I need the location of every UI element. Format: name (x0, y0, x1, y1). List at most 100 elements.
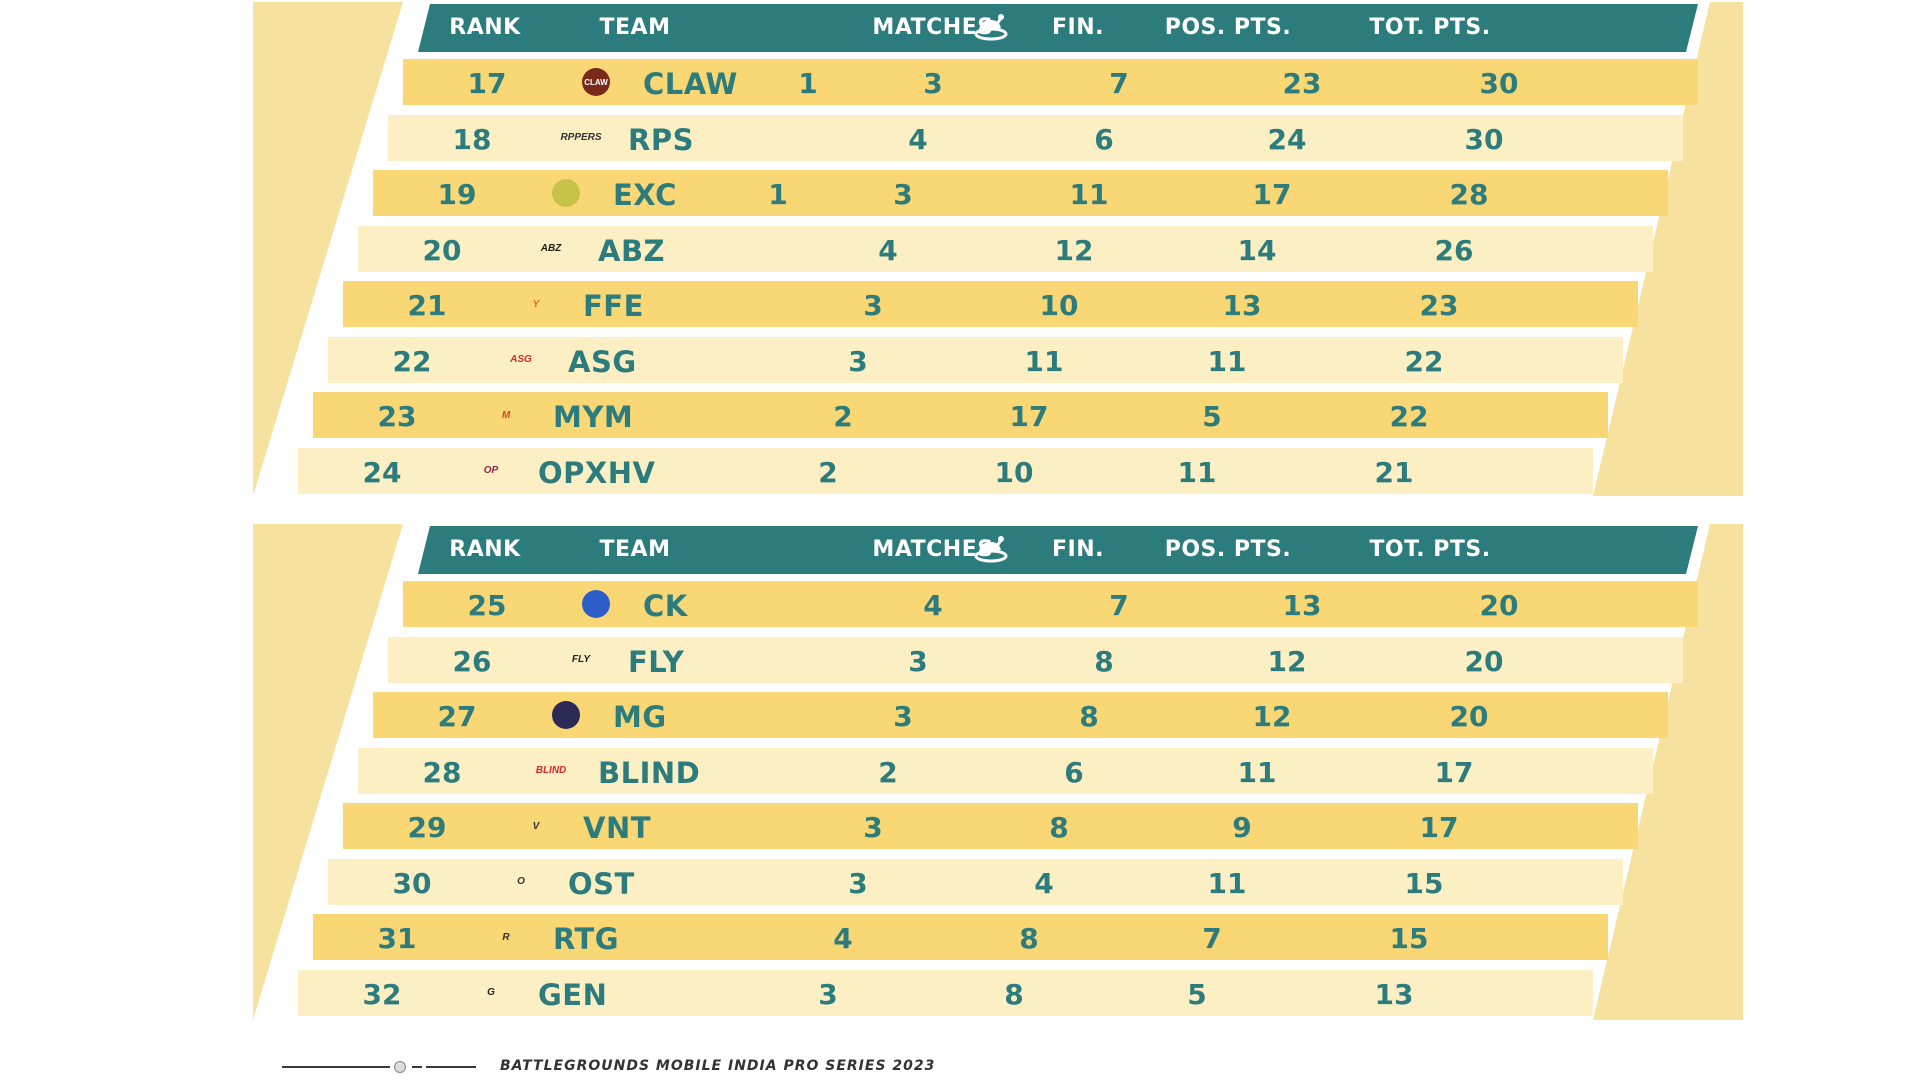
position-points-cell: 12 (1252, 700, 1292, 733)
finishes-cell: 8 (1049, 811, 1069, 844)
table-row: 23 M MYM 2 17 5 22 (313, 392, 1608, 438)
team-name-cell: OPXHV (538, 455, 656, 490)
matches-cell: 2 (878, 755, 898, 789)
table-row: 20 ABZ ABZ 4 12 14 26 (358, 225, 1653, 272)
finishes-cell: 8 (1079, 700, 1099, 733)
standings-panel-top: RANK TEAM MATCHES FIN. POS. PTS. TOT. PT… (253, 2, 1743, 496)
header-matches: MATCHES (872, 537, 994, 562)
matches-cell: 4 (833, 922, 853, 955)
team-logo-mark: O (517, 876, 525, 887)
team-logo-mark: FLY (571, 654, 591, 665)
total-points-cell: 13 (1374, 977, 1414, 1011)
position-points-cell: 24 (1267, 122, 1307, 156)
team-logo-mark: ABZ (540, 243, 562, 254)
team-name-cell: FFE (583, 289, 644, 323)
team-logo-mark: BLIND (535, 765, 567, 776)
header-team: TEAM (599, 537, 671, 562)
table-row: 22 ASG ASG 3 11 11 22 (328, 336, 1623, 383)
footer-dot-icon (394, 1061, 406, 1073)
team-logo-icon: ASG (507, 346, 535, 374)
position-points-cell: 9 (1232, 811, 1252, 844)
total-points-cell: 17 (1434, 755, 1474, 789)
total-points-cell: 22 (1389, 400, 1429, 433)
total-points-cell: 21 (1374, 455, 1414, 489)
matches-cell: 3 (893, 178, 913, 211)
table-row: 26 FLY FLY 3 8 12 20 (388, 636, 1683, 683)
team-logo-icon: BLIND (535, 757, 567, 785)
footer: BATTLEGROUNDS MOBILE INDIA PRO SERIES 20… (282, 1058, 1082, 1078)
total-points-cell: 20 (1464, 644, 1504, 678)
team-name-cell: MG (613, 700, 667, 734)
chicken-dinners-cell: 1 (768, 178, 788, 211)
team-name-cell: CLAW (643, 67, 738, 101)
table-row: 29 V VNT 3 8 9 17 (343, 803, 1638, 849)
rank-cell: 32 (362, 977, 402, 1011)
rank-cell: 19 (437, 178, 477, 211)
finishes-cell: 7 (1109, 589, 1129, 622)
matches-cell: 4 (908, 122, 928, 156)
table-row: 24 OP OPXHV 2 10 11 21 (298, 447, 1593, 494)
standings-panel-bottom: RANK TEAM MATCHES FIN. POS. PTS. TOT. PT… (253, 524, 1743, 1020)
matches-cell: 4 (923, 589, 943, 622)
table-row: 28 BLIND BLIND 2 6 11 17 (358, 747, 1653, 794)
table-row: 27 MG 3 8 12 20 (373, 692, 1668, 738)
team-logo-icon: V (522, 812, 550, 840)
rank-cell: 29 (407, 811, 447, 844)
rank-cell: 27 (437, 700, 477, 733)
finishes-cell: 10 (994, 455, 1034, 489)
matches-cell: 3 (818, 977, 838, 1011)
finishes-cell: 11 (1024, 344, 1064, 378)
matches-cell: 3 (893, 700, 913, 733)
position-points-cell: 5 (1202, 400, 1222, 433)
matches-cell: 3 (848, 866, 868, 900)
finishes-cell: 8 (1019, 922, 1039, 955)
team-logo-icon (552, 701, 580, 729)
team-logo-mark (552, 179, 580, 207)
position-points-cell: 14 (1237, 233, 1277, 267)
team-name-cell: ABZ (598, 233, 666, 268)
total-points-cell: 30 (1479, 67, 1519, 100)
team-logo-mark: V (532, 820, 540, 832)
matches-cell: 3 (848, 344, 868, 378)
team-logo-icon: OP (477, 457, 505, 485)
team-logo-mark: R (502, 931, 510, 943)
team-name-cell: BLIND (598, 755, 701, 790)
team-name-cell: FLY (628, 644, 685, 679)
rank-cell: 25 (467, 589, 507, 622)
rank-cell: 22 (392, 344, 432, 378)
total-points-cell: 22 (1404, 344, 1444, 378)
team-logo-icon: Y (522, 290, 550, 318)
position-points-cell: 5 (1187, 977, 1207, 1011)
position-points-cell: 7 (1202, 922, 1222, 955)
chicken-dinners-cell: 1 (798, 67, 818, 100)
team-logo-icon: O (507, 868, 535, 896)
team-name-cell: VNT (583, 811, 651, 845)
footer-line (426, 1066, 476, 1068)
header-fin: FIN. (1052, 15, 1104, 40)
table-row: 25 CK 4 7 13 20 (403, 581, 1698, 627)
team-name-cell: RTG (553, 922, 620, 956)
team-logo-mark (552, 701, 580, 729)
rank-cell: 26 (452, 644, 492, 678)
rank-cell: 30 (392, 866, 432, 900)
total-points-cell: 17 (1419, 811, 1459, 844)
table-row: 32 G GEN 3 8 5 13 (298, 969, 1593, 1016)
team-logo-icon: R (492, 923, 520, 951)
rank-cell: 23 (377, 400, 417, 433)
table-header: RANK TEAM MATCHES FIN. POS. PTS. TOT. PT… (418, 526, 1698, 574)
finishes-cell: 7 (1109, 67, 1129, 100)
table-header: RANK TEAM MATCHES FIN. POS. PTS. TOT. PT… (418, 4, 1698, 52)
team-name-cell: RPS (628, 122, 694, 157)
total-points-cell: 15 (1404, 866, 1444, 900)
finishes-cell: 12 (1054, 233, 1094, 267)
table-row: 19 EXC 1 3 11 17 28 (373, 170, 1668, 216)
team-logo-icon: CLAW (582, 68, 610, 96)
footer-series-title: BATTLEGROUNDS MOBILE INDIA PRO SERIES 20… (500, 1058, 936, 1074)
position-points-cell: 12 (1267, 644, 1307, 678)
team-logo-icon: M (492, 401, 520, 429)
total-points-cell: 20 (1479, 589, 1519, 622)
position-points-cell: 13 (1222, 289, 1262, 322)
team-logo-icon: ABZ (537, 235, 565, 263)
team-logo-mark: OP (483, 465, 499, 476)
position-points-cell: 11 (1177, 455, 1217, 489)
